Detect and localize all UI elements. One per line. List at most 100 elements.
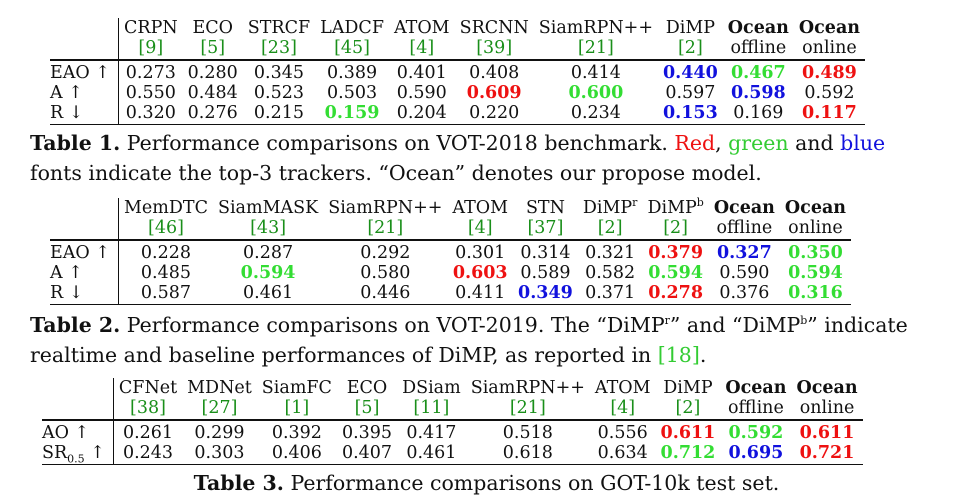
table1-caption-line1: Table 1. Performance comparisons on VOT-… <box>30 128 955 158</box>
header-cite-row: [46] [43] [21] [4] [37] [2] [2] offline online <box>50 218 852 241</box>
column-header-name: ECO <box>192 18 233 38</box>
header-corner <box>50 38 119 61</box>
citation-link[interactable]: [38] <box>130 398 166 418</box>
table-cell: 0.234 <box>533 103 658 125</box>
row-label-text: AO ↑ <box>42 423 90 443</box>
column-citation[interactable]: [39] <box>454 38 534 61</box>
caption-sup-b: b <box>800 314 808 328</box>
caption-label: Table 2. <box>30 313 121 337</box>
citation-link[interactable]: [39] <box>476 38 513 58</box>
column-citation[interactable]: [21] <box>323 218 448 241</box>
table-cell: 0.349 <box>513 283 578 305</box>
column-header: Ocean <box>794 18 865 38</box>
caption-cite-link[interactable]: [18] <box>657 343 700 367</box>
column-citation[interactable]: [46] <box>118 218 213 241</box>
table-cell: 0.278 <box>642 283 709 305</box>
table-cell: 0.721 <box>791 443 863 465</box>
header-cite-row: [38] [27] [1] [5] [11] [21] [4] [2] offline onlin… <box>42 398 863 421</box>
citation-link[interactable]: [1] <box>284 398 310 418</box>
citation-link[interactable]: [11] <box>413 398 450 418</box>
citation-link[interactable]: [5] <box>354 398 380 418</box>
table-cell: 0.695 <box>720 443 792 465</box>
citation-link[interactable]: [9] <box>138 38 164 58</box>
citation-link[interactable]: [23] <box>260 38 297 58</box>
column-citation[interactable]: [45] <box>315 38 389 61</box>
column-citation[interactable]: [4] <box>447 218 514 241</box>
table-cell: 0.273 <box>125 63 176 83</box>
column-header: ECO <box>337 378 397 398</box>
caption-text-end: ” indicate <box>807 313 908 337</box>
column-citation[interactable]: [2] <box>642 218 709 241</box>
citation-link[interactable]: [46] <box>148 218 184 238</box>
column-citation[interactable]: [4] <box>388 38 455 61</box>
citation-link[interactable]: [4] <box>409 38 435 58</box>
citation-link[interactable]: [2] <box>597 218 623 238</box>
citation-link[interactable]: [4] <box>610 398 636 418</box>
row-label-suffix: ↑ <box>84 443 105 463</box>
table2-block: MemDTC SiamMASK SiamRPN++ ATOM STN DiMPr DiMPb… <box>50 197 852 305</box>
column-citation[interactable]: [21] <box>465 398 590 421</box>
citation-link[interactable]: [37] <box>527 218 564 238</box>
column-citation[interactable]: [27] <box>182 398 257 421</box>
row-label-text: R ↓ <box>50 103 84 123</box>
column-citation[interactable]: [21] <box>533 38 658 61</box>
citation-link[interactable]: [2] <box>675 398 701 418</box>
table1: CRPN ECO STRCF LADCF ATOM SRCNN SiamRPN++ DiMP O… <box>50 18 866 125</box>
column-citation[interactable]: [11] <box>397 398 466 421</box>
column-header-name: DSiam <box>402 378 461 398</box>
column-citation[interactable]: [2] <box>655 398 721 421</box>
citation-link[interactable]: [27] <box>201 398 238 418</box>
column-citation[interactable]: [38] <box>113 398 183 421</box>
table-cell: 0.592 <box>728 423 784 443</box>
citation-link[interactable]: [5] <box>200 38 226 58</box>
caption-label: Table 3. <box>193 471 284 495</box>
citation-link[interactable]: [4] <box>467 218 493 238</box>
column-citation[interactable]: [23] <box>242 38 316 61</box>
column-citation[interactable]: [37] <box>513 218 578 241</box>
citation-link[interactable]: [43] <box>250 218 287 238</box>
column-header-name: DiMP <box>665 18 716 38</box>
caption-text: Performance comparisons on VOT-2019. The… <box>120 313 665 337</box>
column-header-name: MDNet <box>187 378 252 398</box>
column-citation[interactable]: [4] <box>589 398 656 421</box>
table-cell: 0.401 <box>396 63 447 83</box>
header-row: MemDTC SiamMASK SiamRPN++ ATOM STN DiMPr DiMPb… <box>50 197 851 218</box>
table-cell: 0.261 <box>122 423 174 443</box>
header-cite-row: [9] [5] [23] [45] [4] [39] [21] [2] offline onlin… <box>50 38 866 61</box>
column-header-name: MemDTC <box>124 198 208 218</box>
citation-link[interactable]: [2] <box>663 218 689 238</box>
citation-link[interactable]: [45] <box>334 38 371 58</box>
table3-caption: Table 3. Performance comparisons on GOT-… <box>0 468 973 498</box>
column-citation[interactable]: [2] <box>657 38 723 61</box>
column-citation[interactable]: [5] <box>336 398 398 421</box>
table-cell: 0.417 <box>406 423 457 443</box>
column-header: SiamFC <box>257 378 337 398</box>
column-header-name: CFNet <box>118 378 178 398</box>
citation-link[interactable]: [21] <box>577 38 614 58</box>
table-cell: 0.169 <box>722 103 794 125</box>
column-citation[interactable]: [43] <box>212 218 324 241</box>
caption-text: Performance comparisons on VOT-2018 benc… <box>120 131 675 155</box>
citation-link[interactable]: [21] <box>509 398 546 418</box>
column-header: Ocean <box>780 198 851 218</box>
row-label: A ↑ <box>50 83 119 103</box>
column-header: MemDTC <box>119 198 213 218</box>
column-header: ECO <box>183 18 243 38</box>
column-header-name: Ocean <box>796 378 858 398</box>
citation-link[interactable]: [2] <box>677 38 703 58</box>
column-citation[interactable]: [1] <box>256 398 337 421</box>
table-cell: 0.406 <box>256 443 337 465</box>
caption-green-word: green <box>728 131 789 155</box>
table-cell: 0.395 <box>341 423 393 443</box>
column-citation[interactable]: [9] <box>118 38 183 61</box>
table-cell: 0.345 <box>253 63 304 83</box>
column-citation[interactable]: [2] <box>577 218 643 241</box>
row-label: EAO ↑ <box>50 60 119 83</box>
table-cell: 0.467 <box>730 63 786 83</box>
column-citation[interactable]: [5] <box>182 38 243 61</box>
table-cell: 0.301 <box>455 243 506 263</box>
column-header: Ocean <box>709 198 780 218</box>
citation-link[interactable]: [21] <box>367 218 404 238</box>
column-header: Ocean <box>791 378 862 398</box>
table-cell: 0.594 <box>788 263 843 283</box>
